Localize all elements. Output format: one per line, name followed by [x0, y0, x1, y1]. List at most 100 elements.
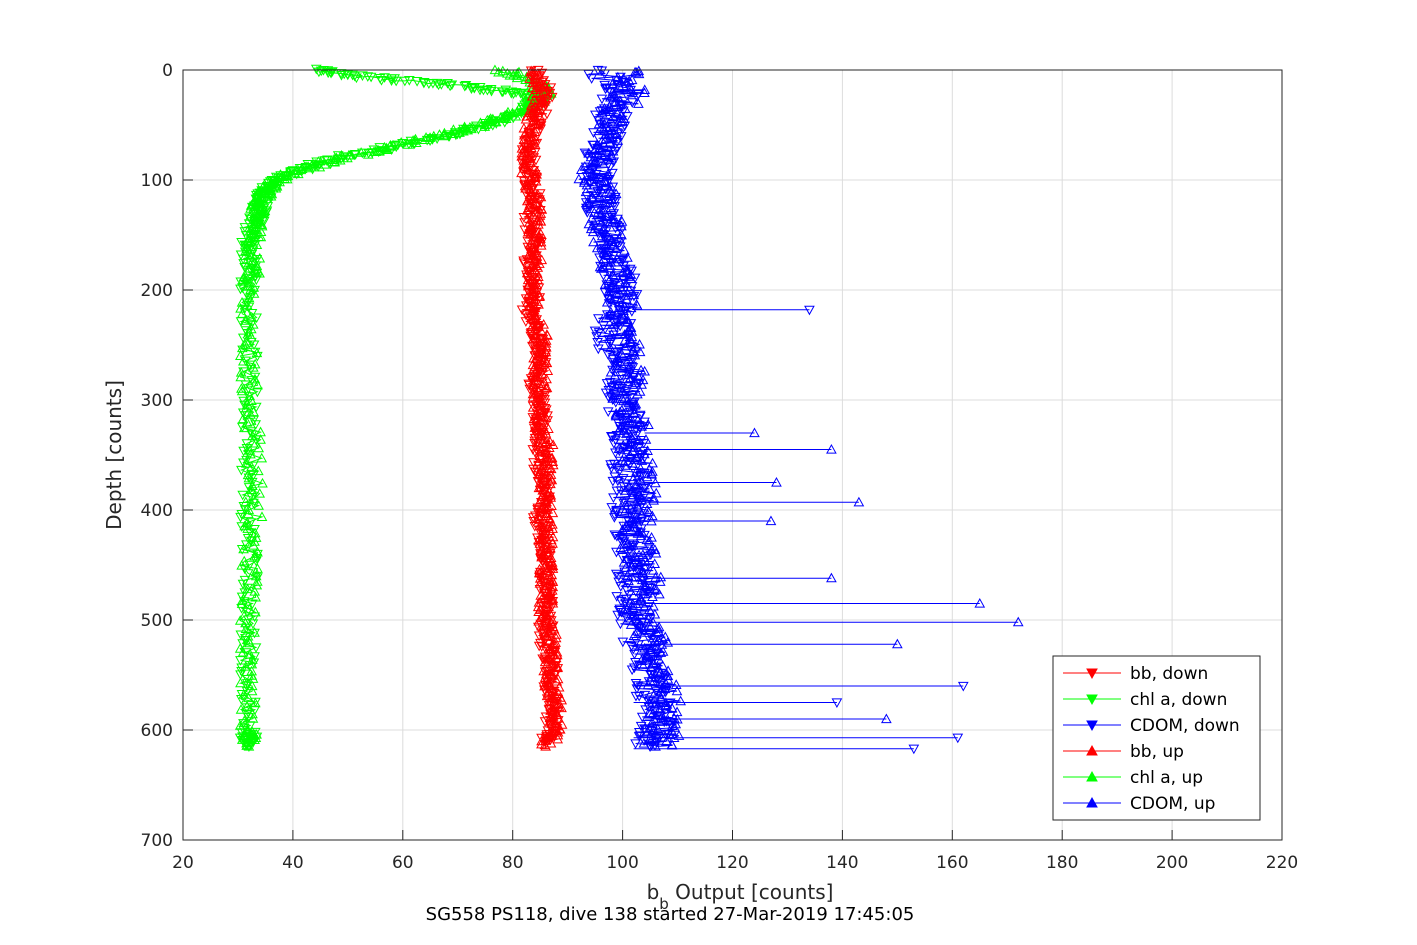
data-point-marker — [602, 349, 614, 360]
data-point-marker — [552, 733, 564, 744]
data-point-marker — [536, 738, 547, 749]
data-point-marker — [538, 336, 550, 346]
data-point-marker — [609, 369, 621, 380]
data-point-marker — [591, 332, 602, 342]
spike-marker — [1012, 616, 1024, 627]
data-point-marker — [545, 469, 557, 479]
data-point-marker — [535, 236, 547, 247]
data-point-marker — [247, 362, 259, 372]
data-point-marker — [541, 373, 552, 384]
data-point-marker — [612, 81, 623, 91]
data-point-marker — [249, 527, 261, 538]
data-point-marker — [528, 314, 539, 324]
data-point-marker — [279, 173, 290, 184]
data-point-marker — [532, 321, 544, 331]
data-point-marker — [619, 245, 630, 255]
data-point-marker — [615, 226, 627, 237]
data-point-marker — [631, 465, 642, 476]
data-point-marker — [247, 708, 258, 719]
data-point-marker — [540, 558, 552, 568]
data-point-marker — [620, 613, 632, 623]
data-point-marker — [667, 720, 678, 730]
data-point-marker — [251, 313, 262, 324]
data-point-marker — [537, 413, 549, 424]
data-point-marker — [525, 157, 537, 167]
data-point-marker — [591, 242, 603, 253]
series-layer — [234, 64, 1024, 755]
data-point-marker — [637, 585, 649, 596]
data-point-marker — [643, 506, 655, 517]
data-point-marker — [250, 591, 262, 602]
data-point-marker — [271, 175, 283, 185]
data-point-marker — [242, 523, 253, 533]
data-point-marker — [539, 656, 551, 667]
y-tick-label: 300 — [141, 391, 173, 411]
data-point-marker — [547, 595, 558, 605]
data-point-marker — [556, 702, 567, 713]
data-point-marker — [249, 372, 261, 383]
data-point-marker — [289, 167, 301, 178]
data-point-marker — [542, 365, 554, 375]
data-point-marker — [546, 718, 558, 728]
data-point-marker — [646, 544, 657, 555]
data-point-marker — [531, 415, 542, 426]
data-point-marker — [621, 340, 632, 351]
data-point-marker — [596, 107, 608, 118]
data-point-marker — [540, 451, 552, 462]
data-point-marker — [532, 214, 544, 225]
x-tick-label: 160 — [936, 853, 968, 873]
data-point-marker — [242, 569, 254, 579]
data-point-marker — [362, 148, 374, 159]
data-point-marker — [510, 110, 522, 121]
data-point-marker — [240, 660, 252, 671]
data-point-marker — [252, 379, 263, 390]
data-point-marker — [605, 271, 616, 281]
data-point-marker — [524, 384, 536, 395]
spike-marker — [804, 305, 815, 316]
data-point-marker — [621, 603, 633, 614]
data-point-marker — [527, 334, 539, 344]
data-point-marker — [625, 502, 637, 513]
data-point-marker — [544, 634, 555, 645]
data-point-marker — [613, 605, 625, 616]
data-point-marker — [601, 210, 613, 221]
data-point-marker — [646, 727, 657, 738]
axis-ticks: 20 40 60 80 100 120 140 160 180 200 220 0 100 200 300 4… — [141, 61, 1299, 873]
data-point-marker — [534, 563, 545, 574]
data-point-marker — [530, 101, 542, 112]
data-point-marker — [419, 134, 431, 145]
data-point-marker — [631, 625, 643, 636]
data-point-marker — [617, 455, 628, 465]
data-point-marker — [539, 672, 551, 682]
data-point-marker — [626, 74, 638, 85]
data-point-marker — [531, 206, 542, 217]
data-point-marker — [547, 638, 559, 648]
spike-marker — [765, 515, 777, 526]
data-point-marker — [622, 252, 633, 262]
data-point-marker — [542, 674, 553, 685]
data-point-marker — [545, 478, 556, 489]
data-point-marker — [628, 442, 640, 452]
data-point-marker — [255, 231, 267, 242]
data-point-marker — [646, 510, 658, 521]
data-point-marker — [581, 192, 593, 202]
data-point-marker — [610, 282, 622, 292]
data-point-marker — [627, 644, 639, 655]
data-point-marker — [642, 679, 654, 690]
data-point-marker — [545, 695, 557, 706]
data-point-marker — [245, 484, 257, 494]
data-point-marker — [238, 543, 249, 554]
data-point-marker — [631, 67, 642, 77]
data-point-marker — [633, 434, 645, 445]
data-point-marker — [612, 610, 624, 621]
legend-marker — [1086, 770, 1098, 782]
data-point-marker — [613, 286, 625, 297]
data-point-marker — [628, 539, 639, 550]
data-point-marker — [542, 677, 554, 687]
data-point-marker — [586, 156, 598, 166]
data-point-marker — [252, 465, 264, 476]
data-point-marker — [536, 520, 547, 531]
data-point-marker — [535, 239, 547, 250]
y-tick-label: 500 — [141, 611, 173, 631]
data-point-marker — [502, 68, 513, 78]
